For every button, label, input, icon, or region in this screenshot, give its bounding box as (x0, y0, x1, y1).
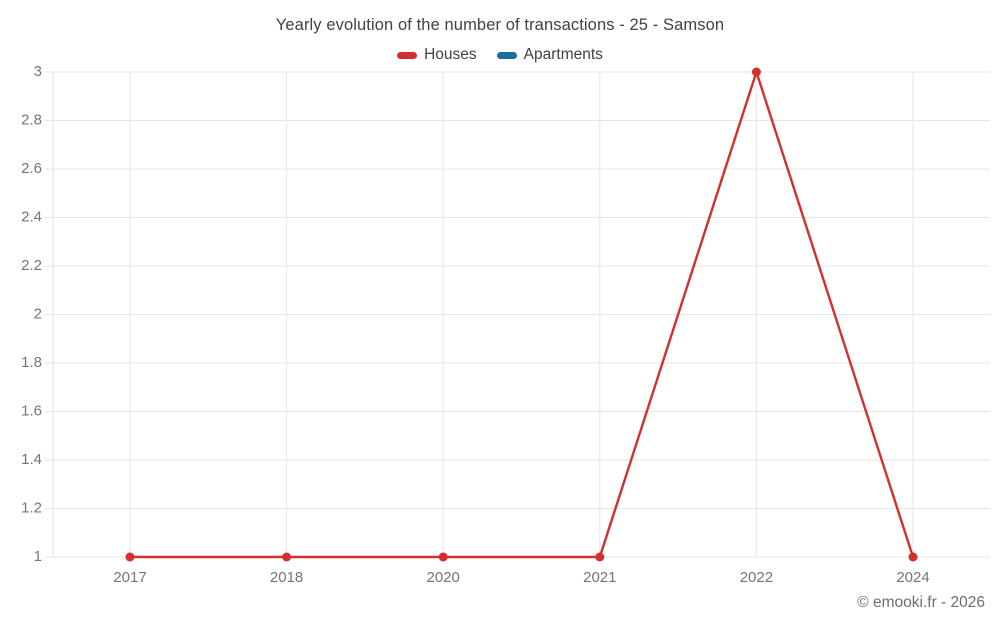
y-axis-tick-label: 1.2 (21, 499, 42, 516)
x-axis-tick-label: 2024 (896, 569, 929, 586)
data-point-houses-2024[interactable] (908, 552, 918, 562)
y-axis-tick-label: 3 (34, 63, 42, 80)
y-axis-tick-label: 1.8 (21, 354, 42, 371)
legend-item-apartments[interactable]: Apartments (496, 46, 603, 64)
y-axis-tick-label: 1 (34, 548, 42, 565)
copyright-footer: © emooki.fr - 2026 (857, 594, 985, 611)
legend-swatch-houses (397, 51, 418, 59)
y-axis-tick-label: 1.4 (21, 451, 42, 468)
y-axis-tick-label: 2.6 (21, 160, 42, 177)
data-point-houses-2017[interactable] (125, 552, 135, 562)
chart-legend: Houses Apartments (0, 46, 1000, 64)
x-axis-tick-label: 2021 (583, 569, 616, 586)
x-axis-tick-label: 2022 (740, 569, 773, 586)
y-axis-tick-label: 1.6 (21, 402, 42, 419)
legend-swatch-apartments (496, 51, 517, 59)
y-axis-tick-label: 2.2 (21, 257, 42, 274)
data-point-houses-2018[interactable] (282, 552, 292, 562)
legend-label-houses: Houses (424, 46, 477, 63)
chart-title: Yearly evolution of the number of transa… (275, 16, 725, 34)
legend-label-apartments: Apartments (523, 46, 603, 63)
y-axis-tick-label: 2.4 (21, 208, 42, 225)
x-axis-tick-label: 2018 (270, 569, 303, 586)
data-point-houses-2022[interactable] (751, 67, 761, 77)
legend-item-houses[interactable]: Houses (397, 46, 477, 64)
series-line-houses (130, 70, 915, 559)
x-axis-tick-label: 2017 (113, 569, 146, 586)
data-point-houses-2020[interactable] (438, 552, 448, 562)
data-point-houses-2021[interactable] (595, 552, 605, 562)
x-axis-tick-label: 2020 (427, 569, 460, 586)
y-axis-tick-label: 2.8 (21, 111, 42, 128)
y-axis-tick-label: 2 (34, 305, 42, 322)
